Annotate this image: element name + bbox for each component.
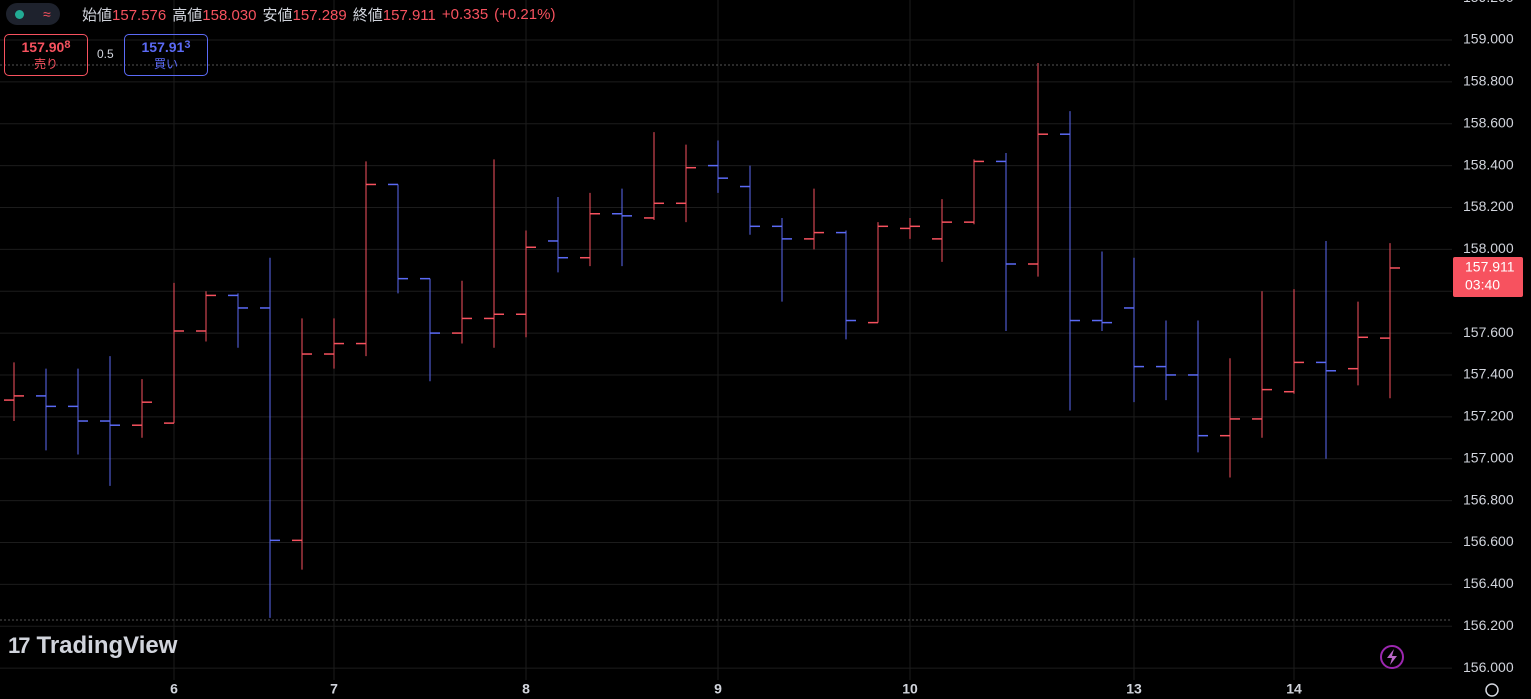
y-tick-label: 156.400 [1463, 575, 1514, 591]
last-price-box [1453, 256, 1523, 297]
change: +0.335 [441, 5, 489, 23]
y-tick-label: 157.000 [1463, 449, 1514, 465]
buy-price-main: 157.91 [141, 39, 185, 55]
y-tick-label: 159.200 [1463, 0, 1514, 5]
ohlc-header: ≈ 始値157.576 高値158.030 安値157.289 終値157.911 +… [6, 3, 555, 25]
x-tick-label: 8 [522, 681, 530, 697]
x-tick-label: 10 [902, 681, 918, 697]
ohlc-label: 高値 [172, 6, 203, 24]
sell-price-main: 157.90 [21, 39, 65, 55]
status-icon: ≈ [42, 6, 51, 22]
y-tick-label: 156.000 [1463, 659, 1514, 675]
sell-label: 売り [33, 57, 58, 71]
y-tick-label: 156.800 [1463, 491, 1514, 507]
x-tick-label: 9 [714, 681, 722, 697]
y-tick-label: 156.600 [1463, 533, 1514, 549]
ohlc-value: 157.576 [112, 6, 167, 24]
x-tick-label: 13 [1126, 681, 1142, 697]
buy-label: 買い [153, 57, 178, 71]
logo[interactable]: 17 TradingView [8, 632, 177, 660]
symbol-status[interactable]: ≈ [6, 3, 60, 25]
ohlc-items: 始値157.576 高値158.030 安値157.289 終値157.911 [76, 4, 436, 25]
y-tick-label: 156.200 [1463, 617, 1514, 633]
buy-button[interactable]: 157.913 買い [124, 34, 208, 76]
ohlc-value: 157.911 [382, 6, 436, 24]
y-tick-label: 158.000 [1463, 240, 1514, 256]
status-dot [15, 9, 25, 19]
x-tick-label: 7 [330, 681, 338, 697]
buy-price: 157.913 [125, 39, 207, 55]
y-tick-label: 157.600 [1463, 324, 1514, 340]
sell-price: 157.908 [5, 39, 87, 55]
settings-icon[interactable] [1485, 683, 1499, 697]
last-price-label: 157.911 [1465, 259, 1515, 275]
x-tick-label: 6 [170, 681, 178, 697]
ohlc-label: 終値 [352, 6, 383, 24]
sell-price-small: 8 [64, 39, 71, 51]
change-pct: (+0.21%) [494, 5, 556, 23]
ohlc-value: 157.289 [292, 6, 347, 24]
y-tick-label: 157.400 [1463, 366, 1514, 382]
logo-text: TradingView [36, 632, 178, 659]
ohlc-label: 安値 [262, 6, 293, 24]
x-tick-label: 14 [1286, 681, 1302, 697]
logo-mark: 17 [8, 633, 31, 658]
alert-icon[interactable] [1380, 645, 1404, 669]
y-tick-label: 157.200 [1463, 408, 1514, 424]
y-tick-label: 158.600 [1463, 114, 1514, 130]
ohlc-label: 始値 [82, 6, 113, 24]
sell-button[interactable]: 157.908 売り [4, 34, 88, 76]
y-tick-label: 159.000 [1463, 31, 1514, 47]
spread: 0.5 [97, 47, 114, 61]
buy-price-small: 3 [184, 39, 191, 51]
y-tick-label: 158.800 [1463, 73, 1514, 89]
y-tick-label: 158.400 [1463, 156, 1514, 172]
y-tick-label: 158.200 [1463, 198, 1514, 214]
ohlc-value: 158.030 [202, 6, 257, 24]
alert-bolt [1387, 649, 1397, 665]
countdown: 03:40 [1465, 277, 1500, 293]
